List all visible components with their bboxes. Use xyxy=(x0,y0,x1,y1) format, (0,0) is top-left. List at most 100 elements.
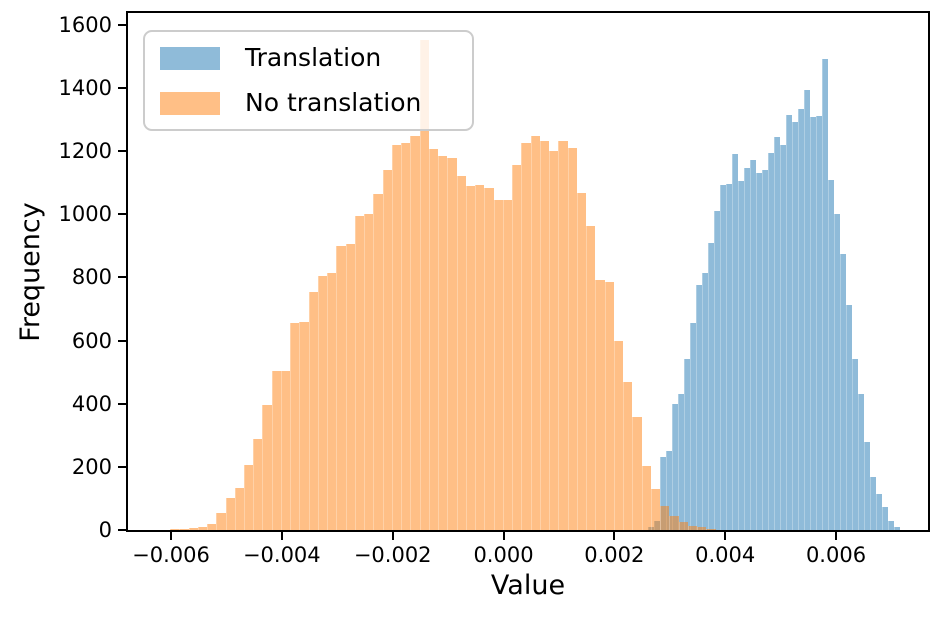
histogram-bar-translation xyxy=(690,323,697,530)
histogram-bar-translation xyxy=(834,214,841,530)
histogram-bar-translation xyxy=(792,121,799,530)
histogram-bar-translation xyxy=(870,476,877,530)
y-tick xyxy=(118,529,126,531)
histogram-bar-no-translation xyxy=(327,272,337,530)
histogram-bar-no-translation xyxy=(558,140,568,530)
y-tick-label: 800 xyxy=(71,265,112,290)
histogram-bar-no-translation xyxy=(595,280,605,530)
histogram-bar-no-translation xyxy=(530,135,540,530)
y-tick-label: 1600 xyxy=(58,12,112,37)
histogram-bar-translation xyxy=(732,154,739,530)
x-tick-label: −0.006 xyxy=(132,543,210,567)
histogram-bar-no-translation xyxy=(539,140,550,530)
histogram-bar-translation xyxy=(876,494,883,530)
histogram-bar-no-translation xyxy=(243,464,254,530)
x-tick xyxy=(170,532,172,540)
histogram-bar-translation xyxy=(696,285,703,530)
legend-swatch-no-translation xyxy=(160,92,220,115)
x-tick-label: −0.002 xyxy=(353,543,432,567)
y-tick xyxy=(118,86,126,89)
y-tick-label: 400 xyxy=(71,391,112,416)
histogram-bar-no-translation xyxy=(336,246,346,530)
histogram-bar-translation xyxy=(786,115,793,530)
histogram-bar-translation xyxy=(846,304,853,530)
histogram-bar-translation xyxy=(726,184,733,530)
histogram-bar-no-translation xyxy=(549,151,559,530)
histogram-bar-no-translation xyxy=(382,169,392,530)
histogram-bar-no-translation xyxy=(271,370,281,530)
histogram-bar-translation xyxy=(666,451,673,530)
histogram-bar-no-translation xyxy=(364,214,374,530)
histogram-bar-no-translation xyxy=(706,528,716,530)
histogram-bar-translation xyxy=(864,441,871,530)
y-axis-label: Frequency xyxy=(15,202,46,342)
histogram-bar-no-translation xyxy=(179,528,189,530)
histogram-bar-translation xyxy=(660,456,667,530)
x-tick-label: 0.002 xyxy=(584,543,645,567)
histogram-bar-no-translation xyxy=(391,145,402,530)
x-tick xyxy=(391,532,394,540)
histogram-bar-no-translation xyxy=(317,275,328,530)
histogram-bar-no-translation xyxy=(521,142,531,530)
histogram-bar-translation xyxy=(894,526,901,530)
histogram-bar-translation xyxy=(888,521,895,530)
x-tick xyxy=(502,532,505,540)
histogram-bar-no-translation xyxy=(170,529,180,530)
histogram-bar-no-translation xyxy=(354,216,365,530)
histogram-bar-translation xyxy=(714,211,721,530)
histogram-bar-no-translation xyxy=(428,149,439,530)
histogram-bar-no-translation xyxy=(687,525,698,530)
histogram-bar-translation xyxy=(882,506,889,530)
y-tick xyxy=(118,465,126,468)
histogram-bar-translation xyxy=(768,152,775,530)
histogram-bar-no-translation xyxy=(697,527,707,530)
y-tick xyxy=(118,213,126,216)
histogram-bar-translation xyxy=(678,394,685,530)
histogram-bar-no-translation xyxy=(299,321,309,530)
histogram-bar-translation xyxy=(672,403,679,530)
legend-label-translation: Translation xyxy=(245,43,382,72)
histogram-bar-no-translation xyxy=(188,528,198,530)
histogram-bar-no-translation xyxy=(632,416,642,530)
histogram-bar-translation xyxy=(810,116,817,530)
plot-area xyxy=(128,13,928,530)
y-tick-label: 1000 xyxy=(58,202,112,227)
y-tick xyxy=(118,339,126,342)
histogram-bar-no-translation xyxy=(401,143,411,530)
histogram-bar-translation xyxy=(816,115,823,530)
x-tick-label: 0.006 xyxy=(805,543,867,567)
histogram-bar-no-translation xyxy=(641,465,651,530)
histogram-bar-translation xyxy=(750,159,757,530)
histogram-bar-no-translation xyxy=(567,147,577,530)
histogram-bar-translation xyxy=(744,168,751,530)
histogram-bar-no-translation xyxy=(225,498,235,530)
histogram-bar-translation xyxy=(756,173,763,530)
x-tick-label: 0.000 xyxy=(473,543,534,567)
histogram-bar-no-translation xyxy=(216,512,226,530)
histogram-bar-translation xyxy=(708,242,715,530)
histogram-bar-translation xyxy=(738,181,745,530)
histogram-bar-no-translation xyxy=(502,199,513,530)
histogram-bar-no-translation xyxy=(660,506,670,530)
x-tick xyxy=(724,532,727,540)
histogram-bar-translation xyxy=(774,136,781,530)
histogram-bar-no-translation xyxy=(475,185,485,530)
histogram-bar-no-translation xyxy=(308,291,318,530)
histogram-bar-translation xyxy=(702,272,709,530)
histogram-bar-no-translation xyxy=(410,135,420,530)
histogram-bar-no-translation xyxy=(262,404,272,530)
histogram-bar-no-translation xyxy=(586,226,596,530)
x-tick-label: 0.004 xyxy=(695,543,756,567)
y-tick-label: 1200 xyxy=(58,139,112,163)
y-tick xyxy=(118,276,126,279)
histogram-bar-no-translation xyxy=(438,156,448,530)
histogram-bar-no-translation xyxy=(207,524,217,530)
histogram-bar-no-translation xyxy=(669,515,679,530)
histogram-bar-no-translation xyxy=(234,488,244,530)
x-axis-label: Value xyxy=(490,570,566,601)
y-tick xyxy=(118,402,126,405)
histogram-bar-translation xyxy=(822,58,829,530)
histogram-bar-translation xyxy=(828,180,835,530)
legend-label-no-translation: No translation xyxy=(245,88,422,117)
histogram-bar-no-translation xyxy=(512,164,522,530)
